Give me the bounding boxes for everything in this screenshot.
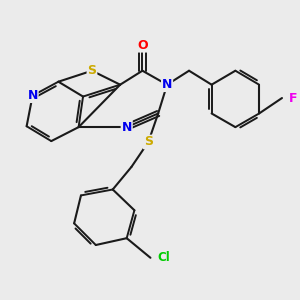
Text: F: F [289,92,298,104]
Text: O: O [137,39,148,52]
Text: N: N [162,78,172,91]
Text: N: N [122,121,132,134]
Text: N: N [27,89,38,102]
Text: S: S [144,136,153,148]
Text: S: S [88,64,97,77]
Text: Cl: Cl [158,251,170,264]
